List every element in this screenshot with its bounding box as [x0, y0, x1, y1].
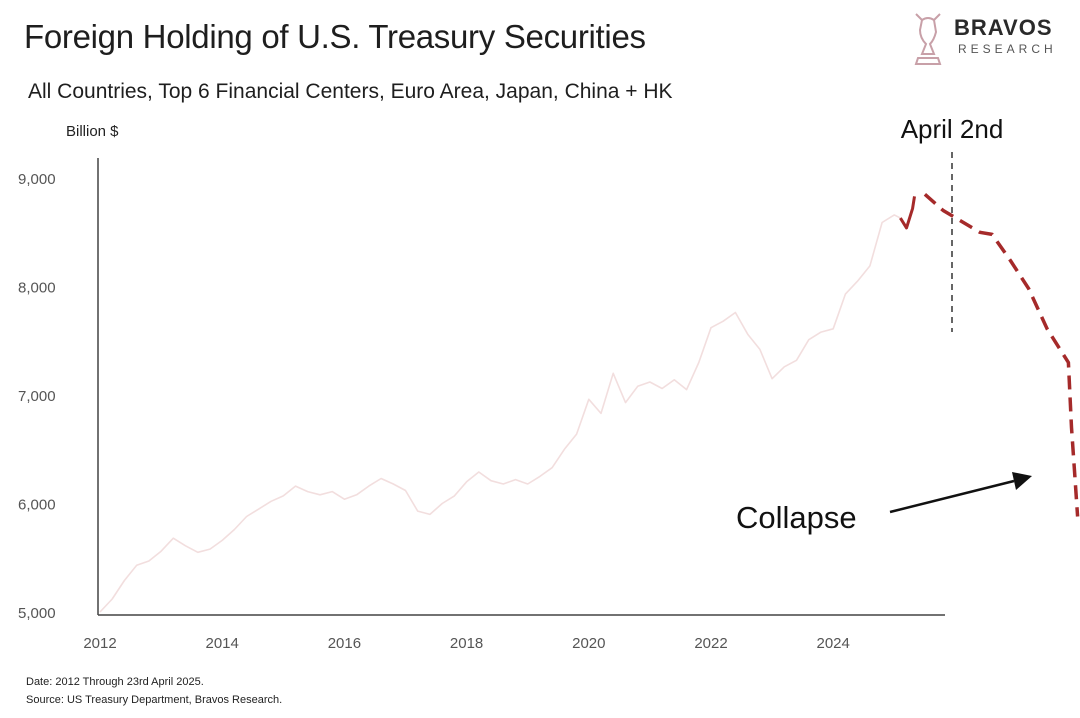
- x-tick-label: 2012: [83, 635, 116, 652]
- x-tick-label: 2016: [328, 635, 361, 652]
- series-recent-line: [899, 196, 916, 230]
- y-tick-label: 8,000: [18, 280, 56, 297]
- y-axis-label: Billion $: [66, 123, 119, 140]
- x-tick-label: 2014: [206, 635, 239, 652]
- y-tick-label: 6,000: [18, 497, 56, 514]
- axes: [97, 158, 945, 616]
- chart-subtitle: All Countries, Top 6 Financial Centers, …: [28, 80, 673, 103]
- data-lines: [99, 192, 1080, 613]
- collapse-arrowhead: [1012, 472, 1032, 490]
- collapse-label: Collapse: [736, 500, 857, 535]
- y-tick-label: 5,000: [18, 605, 56, 622]
- footer-date: Date: 2012 Through 23rd April 2025.: [26, 676, 204, 688]
- collapse-arrow-line: [889, 479, 1015, 514]
- brand-tagline: RESEARCH: [958, 42, 1057, 56]
- brand-logo: BRAVOS RESEARCH: [906, 6, 1066, 72]
- x-tick-label: 2020: [572, 635, 605, 652]
- x-tick-label: 2022: [694, 635, 727, 652]
- y-tick-label: 9,000: [18, 171, 56, 188]
- footer-source: Source: US Treasury Department, Bravos R…: [26, 694, 283, 706]
- bull-chess-knight-icon: [914, 13, 942, 65]
- series-historical-line: [99, 214, 901, 613]
- series-projection-line: [923, 192, 1080, 517]
- brand-name: BRAVOS: [954, 15, 1053, 40]
- event-label: April 2nd: [901, 114, 1004, 144]
- annotations: April 2nd Collapse: [736, 114, 1032, 535]
- tick-labels: 5,000 6,000 7,000 8,000 9,000 2012 2014 2016 201…: [18, 171, 850, 652]
- x-tick-label: 2018: [450, 635, 483, 652]
- x-tick-label: 2024: [817, 635, 850, 652]
- y-tick-label: 7,000: [18, 388, 56, 405]
- chart-title: Foreign Holding of U.S. Treasury Securit…: [24, 18, 646, 55]
